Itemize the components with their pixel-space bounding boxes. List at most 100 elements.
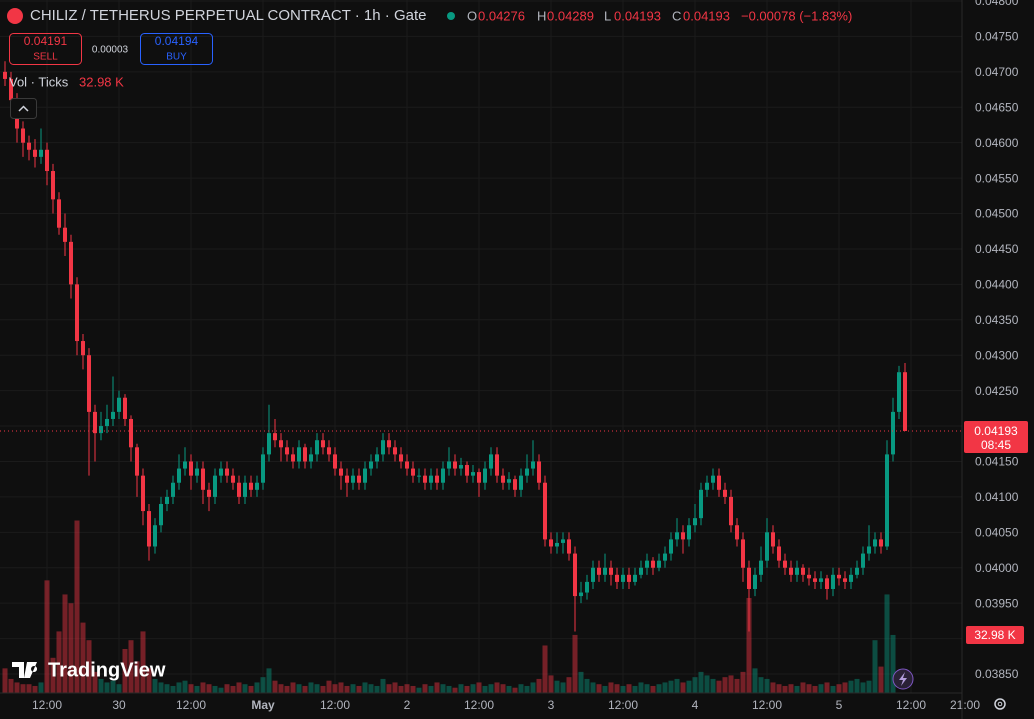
ohlc-label: O (467, 8, 477, 23)
volume-bar (884, 594, 890, 693)
candle-body (9, 78, 13, 101)
volume-bar (392, 682, 398, 693)
volume-bar (758, 677, 764, 693)
volume-bar (770, 682, 776, 693)
volume-bar (2, 668, 8, 693)
x-tick-label: May (251, 698, 275, 712)
collapse-button[interactable] (10, 98, 37, 119)
candle-body (459, 465, 463, 469)
volume-bar (584, 678, 590, 693)
volume-bar (602, 685, 608, 693)
volume-bar (866, 680, 872, 693)
candle-body (777, 546, 781, 561)
volume-bar (314, 684, 320, 693)
candle-body (555, 542, 559, 547)
candle-body (285, 447, 289, 455)
volume-bar (704, 675, 710, 693)
volume-bar (374, 685, 380, 693)
y-tick-label: 0.04350 (975, 313, 1019, 327)
buy-button[interactable] (140, 33, 213, 65)
candle-body (807, 574, 811, 579)
time-axis: 12:00 30 12:00 May 12:00 2 12:00 3 12:00 4 12:00 5 1… (32, 698, 980, 712)
volume-bar (524, 685, 530, 693)
candle-body (861, 553, 865, 568)
candle-body (99, 426, 103, 434)
volume-pane (2, 520, 896, 693)
x-tick-label: 12:00 (464, 698, 494, 712)
candle-body (441, 468, 445, 483)
volume-bar (146, 668, 152, 693)
candle-body (333, 454, 337, 469)
volume-bar (320, 685, 326, 693)
volume-bar (656, 684, 662, 693)
candle-body (501, 475, 505, 483)
ohlc-value: 0.04193 (614, 8, 661, 23)
candle-body (207, 489, 211, 497)
spread: 0.00003 (92, 45, 129, 56)
y-tick-label: 0.04750 (975, 30, 1019, 44)
y-tick-label: 0.04700 (975, 65, 1019, 79)
candle-body (45, 149, 49, 172)
candle-body (27, 142, 31, 150)
volume-bar (500, 684, 506, 693)
candle-body (627, 574, 631, 582)
volume-bar (206, 684, 212, 693)
candle-body (831, 574, 835, 589)
x-tick-label: 30 (112, 698, 126, 712)
volume-bar (554, 680, 560, 693)
sell-button[interactable] (9, 33, 82, 65)
candle-body (435, 475, 439, 483)
settings-icon (997, 701, 1003, 707)
volume-bar (890, 634, 896, 693)
volume-bar (836, 684, 842, 693)
candle-body (111, 411, 115, 419)
candle-body (141, 475, 145, 512)
volume-bar (512, 687, 518, 693)
candle-body (561, 539, 565, 543)
volume-bar (506, 685, 512, 693)
price-badge-value: 0.04193 (974, 424, 1018, 438)
volume-bar (878, 666, 884, 693)
sell-price: 0.04191 (24, 34, 68, 48)
volume-bar (164, 684, 170, 693)
volume-badge-value: 32.98 K (974, 628, 1015, 642)
collapse-icon (18, 105, 29, 112)
volume-bar (668, 680, 674, 693)
volume-bar (80, 622, 86, 693)
volume-bar (254, 682, 260, 693)
volume-bar (830, 685, 836, 693)
symbol[interactable]: CHILIZ / TETHERUS PERPETUAL CONTRACT · 1… (30, 7, 426, 24)
volume-bar (458, 684, 464, 693)
candle-body (21, 128, 25, 143)
change: −0.00078 (−1.83%) (741, 8, 852, 23)
volume-bar (806, 684, 812, 693)
candle-body (303, 447, 307, 462)
candle-body (57, 199, 61, 228)
volume-bar (794, 685, 800, 693)
volume-bar (632, 685, 638, 693)
candle-body (891, 411, 895, 455)
volume-bar (20, 684, 26, 693)
y-tick-label: 0.04250 (975, 384, 1019, 398)
y-tick-label: 0.04650 (975, 100, 1019, 114)
candle-body (147, 511, 151, 547)
ohlc-label: C (672, 8, 681, 23)
price-badge-time: 08:45 (981, 438, 1011, 452)
volume-bar (716, 680, 722, 693)
candle-body (69, 241, 73, 285)
volume-bar (644, 684, 650, 693)
settings-button[interactable] (994, 698, 1006, 710)
x-tick-label: 5 (836, 698, 843, 712)
candle-body (327, 447, 331, 455)
volume-bar (446, 685, 452, 693)
volume-bar (200, 682, 206, 693)
volume-bar (578, 671, 584, 693)
candle-body (351, 475, 355, 483)
y-tick-label: 0.04500 (975, 207, 1019, 221)
candle-body (231, 475, 235, 483)
volume-bar (230, 685, 236, 693)
candle-body (129, 418, 133, 448)
volume-bar (188, 684, 194, 693)
volume-legend-value: 32.98 K (79, 74, 124, 89)
candle-body (189, 461, 193, 476)
